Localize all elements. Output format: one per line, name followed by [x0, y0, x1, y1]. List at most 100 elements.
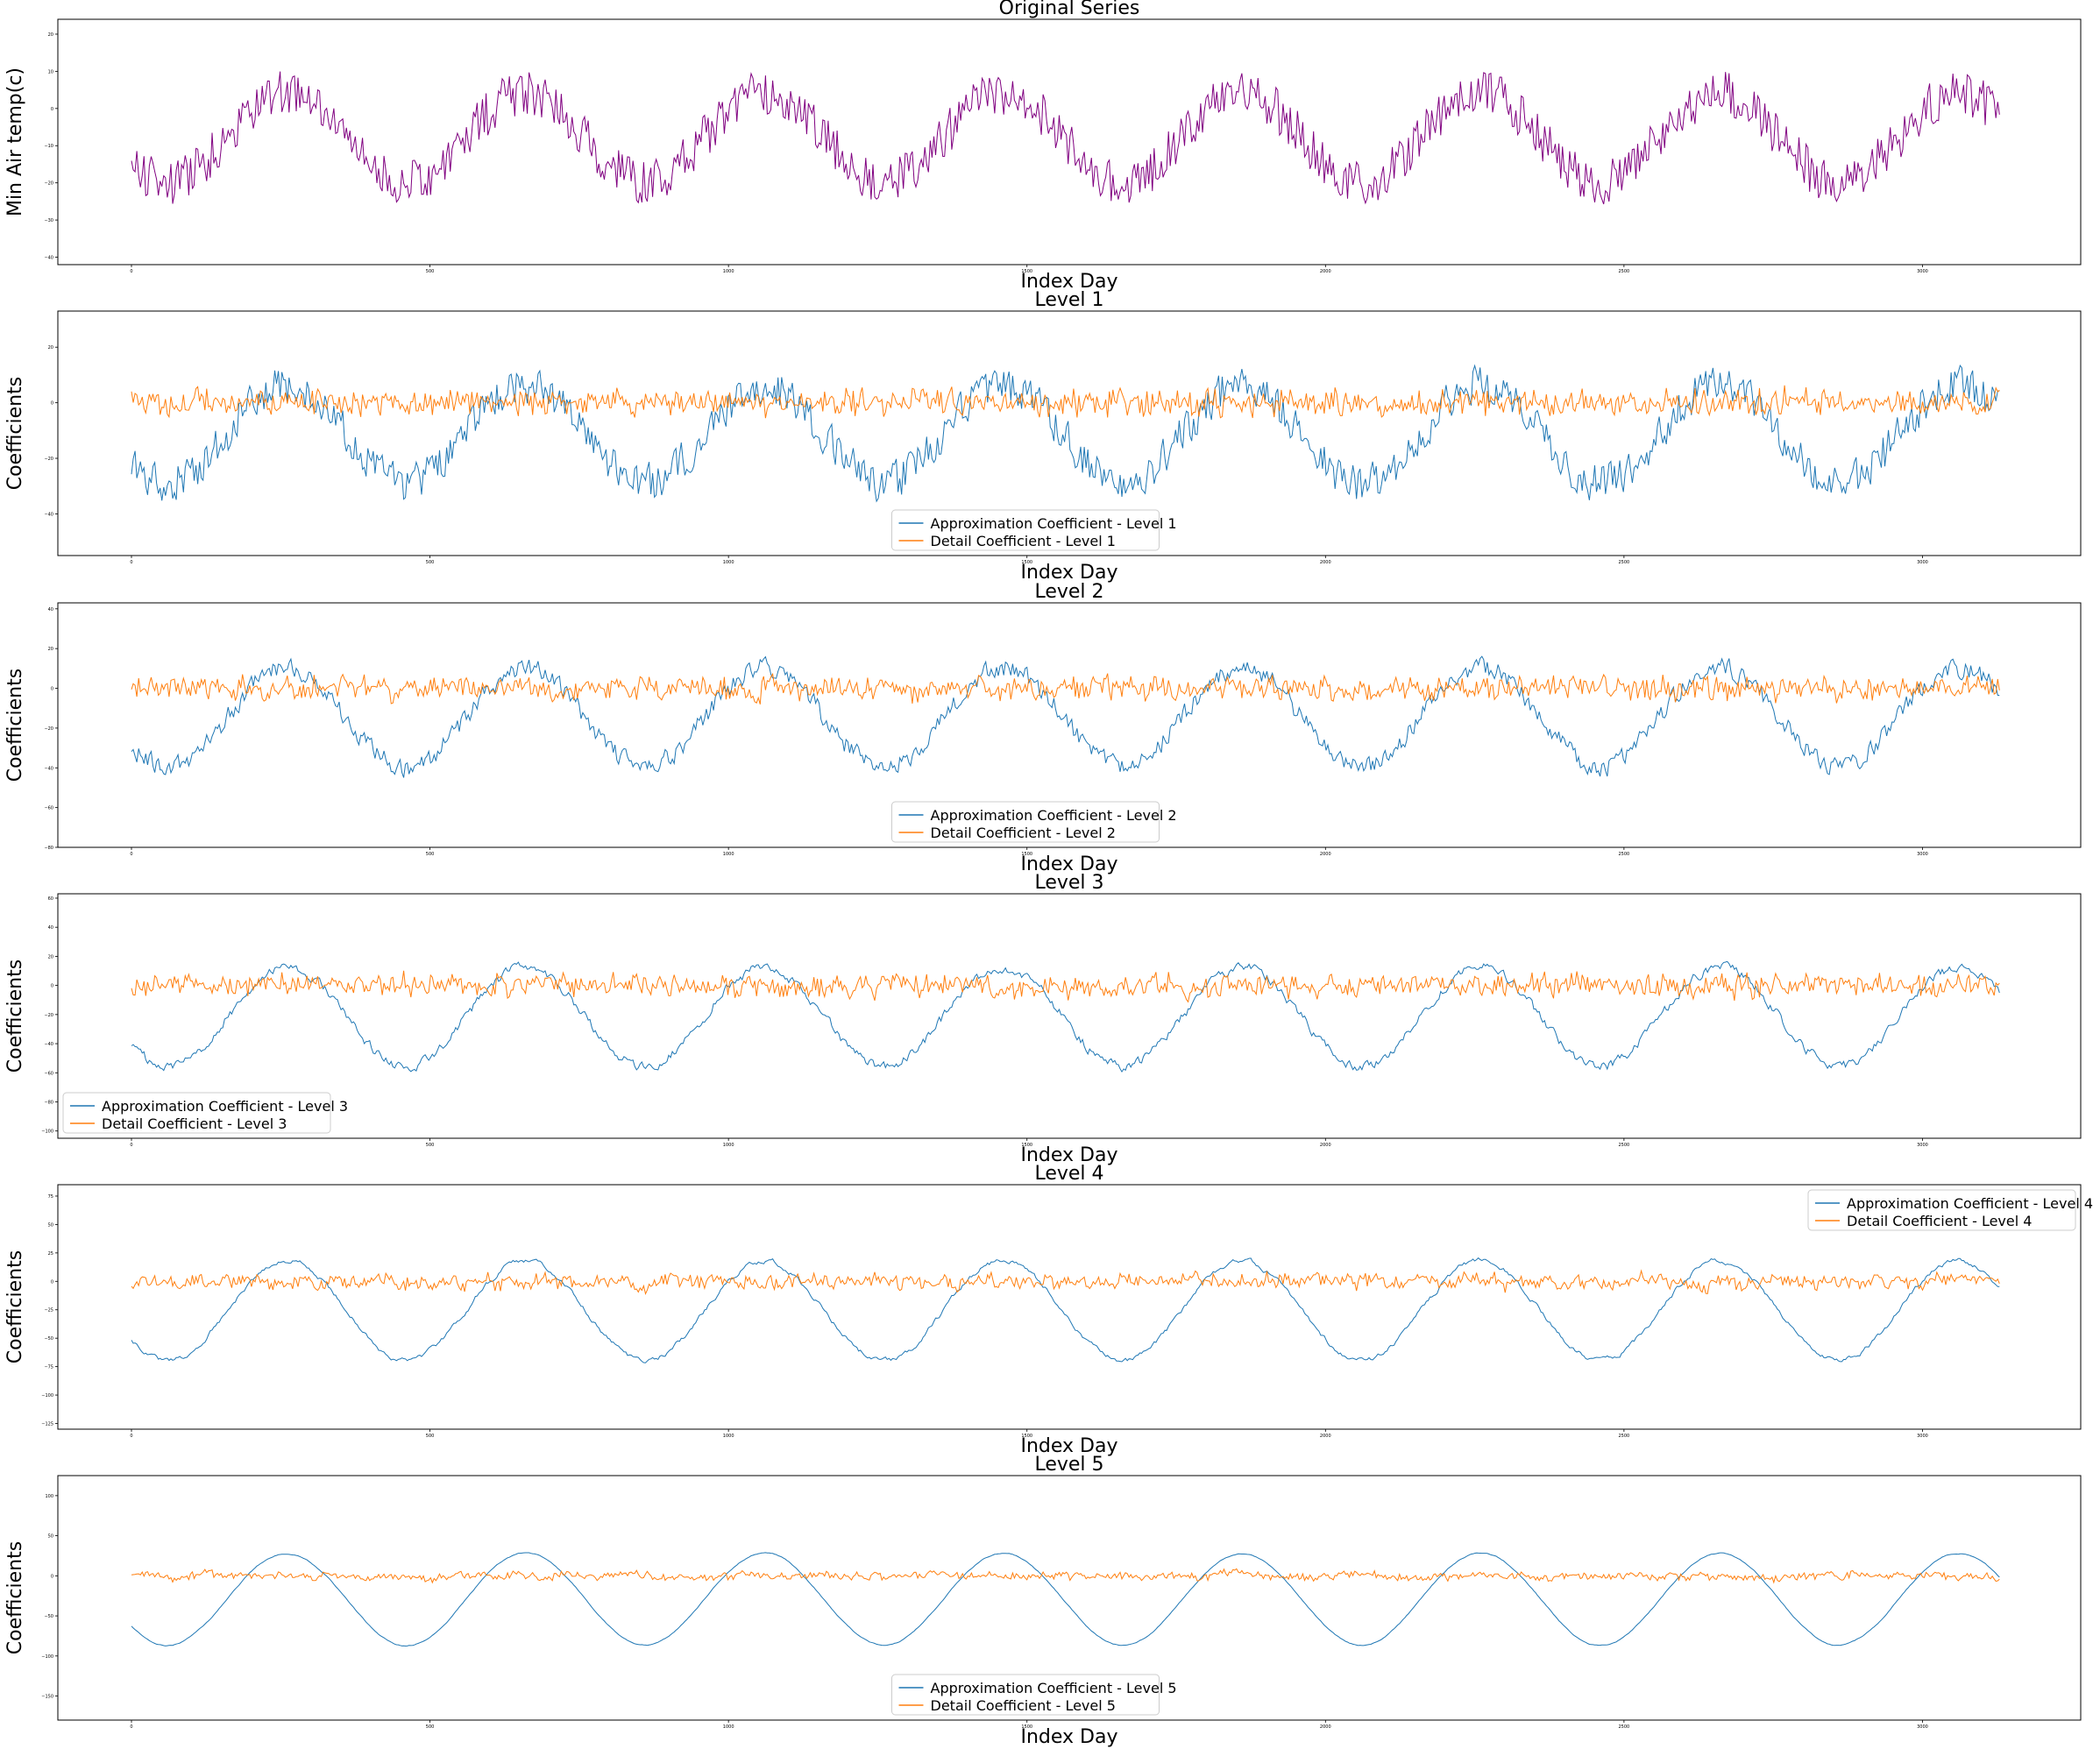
y-tick-label: 0 — [51, 687, 53, 692]
x-tick-label: 0 — [130, 1143, 132, 1148]
x-tick-label: 2500 — [1619, 269, 1630, 274]
panel-title: Level 1 — [1034, 289, 1103, 311]
y-tick-label: −100 — [41, 1129, 53, 1135]
plot-frame — [57, 1184, 2082, 1430]
x-tick-label: 0 — [130, 269, 132, 274]
x-tick-label: 2500 — [1619, 1434, 1630, 1439]
y-axis-label: Coefficients — [4, 1541, 26, 1654]
y-tick-label: −100 — [41, 1654, 53, 1660]
y-tick-label: −40 — [44, 1042, 53, 1047]
x-tick-label: 3000 — [1917, 1143, 1928, 1148]
legend-label: Detail Coefficient - Level 5 — [931, 1697, 1116, 1714]
y-tick-label: −25 — [44, 1308, 53, 1314]
y-tick-label: −20 — [44, 457, 53, 462]
plot-frame — [57, 893, 2082, 1139]
y-tick-label: −40 — [44, 766, 53, 771]
panel-title: Level 3 — [1034, 872, 1103, 894]
series-line-original — [131, 71, 2000, 205]
x-tick-label: 1000 — [723, 1724, 734, 1730]
x-tick-label: 2000 — [1320, 560, 1331, 565]
y-tick-label: −60 — [44, 1071, 53, 1076]
legend: Approximation Coefficient - Level 5Detai… — [891, 1674, 1177, 1716]
x-tick-label: 0 — [130, 852, 132, 857]
x-axis-label: Index Day — [1021, 1435, 1118, 1457]
x-tick-label: 3000 — [1917, 1434, 1928, 1439]
panel-3: Level 2 Index Day Coefficients 0 500 1000 1500… — [4, 581, 2082, 875]
x-axis-label: Index Day — [1021, 562, 1118, 584]
x-tick-label: 3000 — [1917, 560, 1928, 565]
y-tick-label: −150 — [41, 1695, 53, 1700]
plot-frame — [57, 18, 2082, 266]
x-tick-label: 500 — [426, 1434, 435, 1439]
x-tick-label: 2000 — [1320, 1434, 1331, 1439]
series-line-detail — [131, 385, 2000, 419]
legend-label: Approximation Coefficient - Level 5 — [931, 1680, 1177, 1696]
y-tick-label: 0 — [51, 984, 53, 989]
plot-frame — [57, 310, 2082, 556]
legend-box — [891, 1674, 1160, 1716]
legend-box — [891, 801, 1160, 843]
plot-frame — [57, 1475, 2082, 1721]
series-line-approximation — [131, 364, 2000, 503]
x-tick-label: 2000 — [1320, 269, 1331, 274]
x-tick-label: 2500 — [1619, 560, 1630, 565]
y-axis-label: Min Air temp(c) — [4, 67, 26, 216]
x-tick-label: 0 — [130, 560, 132, 565]
y-tick-label: −40 — [44, 256, 53, 261]
legend-label: Approximation Coefficient - Level 3 — [102, 1098, 348, 1115]
x-tick-label: 2500 — [1619, 1724, 1630, 1730]
x-axis-label: Index Day — [1021, 1726, 1118, 1748]
legend-label: Detail Coefficient - Level 4 — [1847, 1213, 2032, 1229]
y-tick-label: −30 — [44, 218, 53, 223]
legend-label: Approximation Coefficient - Level 2 — [931, 807, 1177, 824]
panel-4: Level 3 Index Day Coefficients 0 500 1000 1500… — [4, 872, 2082, 1166]
y-tick-label: −80 — [44, 1100, 53, 1105]
plot-frame — [57, 602, 2082, 848]
x-tick-label: 1500 — [1021, 560, 1032, 565]
y-tick-label: 25 — [48, 1251, 53, 1257]
x-tick-label: 2000 — [1320, 1143, 1331, 1148]
x-tick-label: 500 — [426, 269, 435, 274]
y-tick-label: −20 — [44, 181, 53, 187]
y-axis-label: Coefficients — [4, 1250, 26, 1363]
panel-title: Level 5 — [1034, 1454, 1103, 1476]
legend-label: Approximation Coefficient - Level 4 — [1847, 1195, 2093, 1212]
x-tick-label: 2500 — [1619, 1143, 1630, 1148]
x-tick-label: 500 — [426, 1724, 435, 1730]
y-axis-label: Coefficients — [4, 959, 26, 1073]
y-tick-label: 0 — [51, 1574, 53, 1579]
x-tick-label: 2000 — [1320, 852, 1331, 857]
x-tick-label: 1500 — [1021, 1724, 1032, 1730]
legend-box — [891, 509, 1160, 551]
y-tick-label: −40 — [44, 512, 53, 517]
panel-1: Original Series Index Day Min Air temp(c) 0… — [4, 0, 2082, 293]
y-tick-label: −75 — [44, 1365, 53, 1370]
legend-label: Detail Coefficient - Level 3 — [102, 1115, 287, 1132]
y-tick-label: −50 — [44, 1336, 53, 1342]
y-tick-label: 40 — [48, 925, 53, 931]
panel-title: Level 4 — [1034, 1163, 1103, 1185]
x-tick-label: 0 — [130, 1724, 132, 1730]
y-tick-label: 50 — [48, 1222, 53, 1228]
x-tick-label: 500 — [426, 560, 435, 565]
x-tick-label: 2500 — [1619, 852, 1630, 857]
x-tick-label: 1000 — [723, 1434, 734, 1439]
x-tick-label: 3000 — [1917, 1724, 1928, 1730]
legend: Approximation Coefficient - Level 3Detai… — [62, 1092, 348, 1134]
y-tick-label: 20 — [48, 647, 53, 652]
y-tick-label: 20 — [48, 954, 53, 959]
y-tick-label: −125 — [41, 1422, 53, 1427]
legend-label: Detail Coefficient - Level 1 — [931, 533, 1116, 549]
x-tick-label: 1000 — [723, 269, 734, 274]
series-line-detail — [131, 1568, 2000, 1584]
series-line-approximation — [131, 1257, 2000, 1363]
legend: Approximation Coefficient - Level 2Detai… — [891, 801, 1177, 843]
y-tick-label: −80 — [44, 846, 53, 851]
series-line-detail — [131, 970, 2000, 1003]
y-axis-label: Coefficients — [4, 669, 26, 782]
y-tick-label: 75 — [48, 1194, 53, 1200]
x-tick-label: 0 — [130, 1434, 132, 1439]
y-tick-label: 0 — [51, 1279, 53, 1285]
x-tick-label: 1000 — [723, 852, 734, 857]
